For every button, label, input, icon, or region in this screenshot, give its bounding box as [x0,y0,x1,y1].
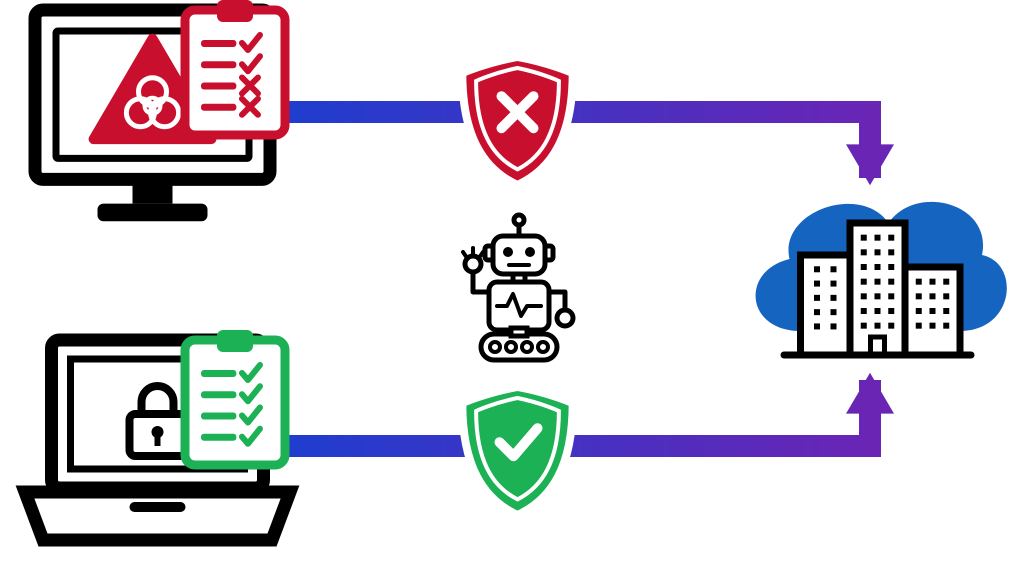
failed-checklist-icon [185,0,285,135]
blocked-shield-icon [462,57,572,185]
cloud-datacenter-icon [756,202,1007,355]
passed-checklist-icon [185,330,285,465]
allowed-shield-icon [462,387,572,515]
robot-icon [463,215,573,360]
